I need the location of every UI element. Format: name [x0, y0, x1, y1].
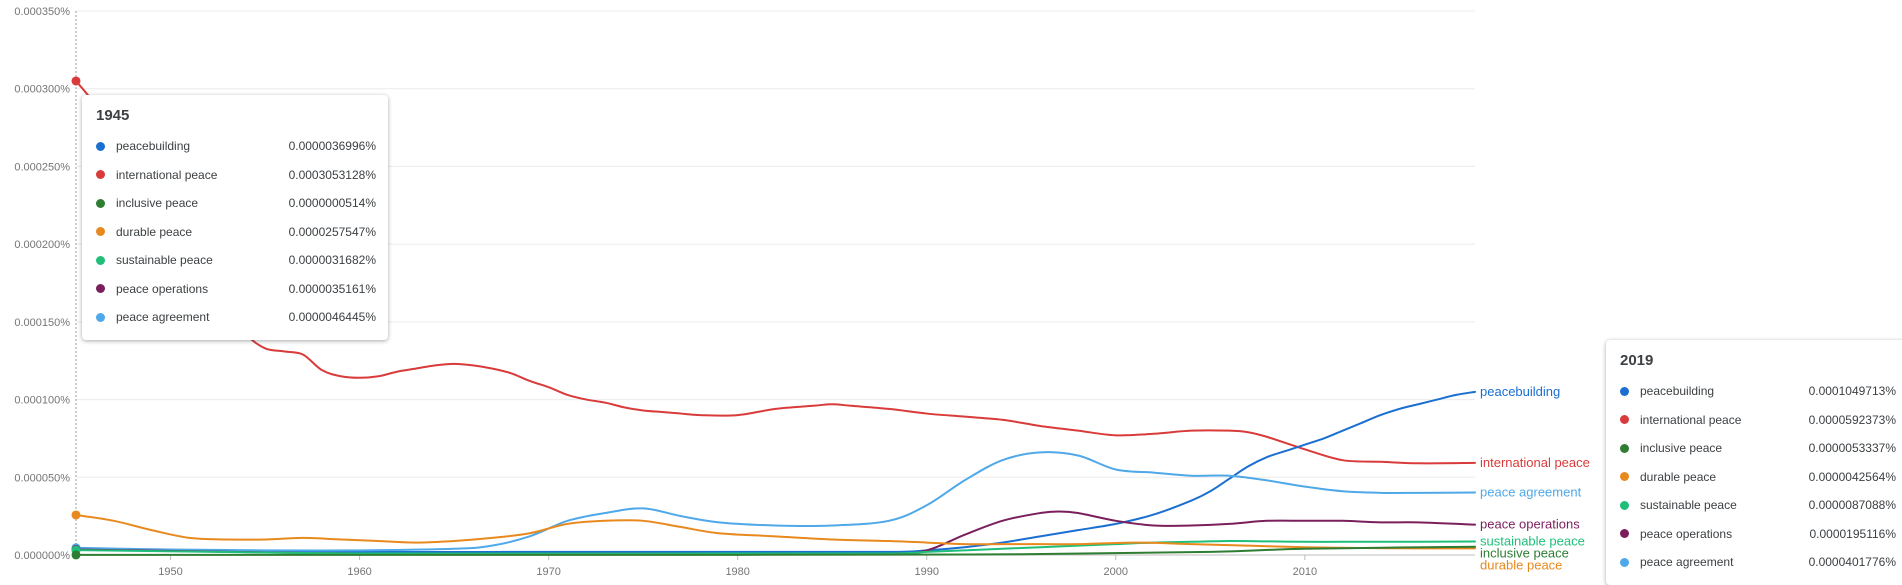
tooltip-series-value: 0.0003053128% [288, 167, 376, 182]
tooltip-row-peace-operations: peace operations 0.0000195116% [1620, 520, 1896, 549]
tooltip-year: 2019 [1620, 352, 1654, 369]
tooltip-series-name: inclusive peace [116, 196, 199, 211]
tooltip-series-name: sustainable peace [116, 253, 213, 268]
tooltip-series-name: peacebuilding [116, 139, 191, 154]
tooltip-row-sustainable-peace: sustainable peace 0.0000031682% [96, 246, 376, 275]
y-tick-label: 0.000350% [14, 6, 70, 18]
series-line-sustainable-peace[interactable] [75, 539, 1476, 555]
series-dot-icon [96, 198, 105, 208]
tooltip-rows: peacebuilding 0.0001049713% international … [1620, 377, 1896, 577]
x-tick-label: 2010 [1293, 566, 1317, 578]
series-line-peace-agreement[interactable] [75, 451, 1476, 552]
tooltip-series-value: 0.0000053337% [1808, 441, 1896, 456]
series-label-peace-operations: peace operations [1480, 517, 1580, 532]
series-label-international-peace: international peace [1480, 455, 1590, 470]
tooltip-row-sustainable-peace: sustainable peace 0.0000087088% [1620, 491, 1896, 520]
series-label-durable-peace: durable peace [1480, 557, 1562, 572]
series-line-international-peace[interactable] [75, 79, 1476, 465]
series-dot-icon [1620, 500, 1629, 510]
tooltip-series-name: peace operations [1640, 526, 1733, 541]
y-tick-label: 0.000200% [14, 239, 70, 251]
tooltip-series-value: 0.0000046445% [288, 310, 376, 325]
series-dot-icon [96, 284, 105, 294]
y-tick-label: 0.000250% [14, 161, 70, 173]
tooltip-series-name: international peace [1640, 412, 1742, 427]
tooltip-row-durable-peace: durable peace 0.0000042564% [1620, 463, 1896, 492]
tooltip-series-value: 0.0000257547% [288, 224, 376, 239]
tooltip-series-value: 0.0000401776% [1808, 555, 1896, 570]
tooltip-2019: 2019 peacebuilding 0.0001049713% internati… [1606, 340, 1902, 585]
tooltip-row-inclusive-peace: inclusive peace 0.0000000514% [96, 189, 376, 218]
series-label-peacebuilding: peacebuilding [1480, 384, 1560, 399]
tooltip-series-value: 0.0000042564% [1808, 469, 1896, 484]
tooltip-row-inclusive-peace: inclusive peace 0.0000053337% [1620, 434, 1896, 463]
tooltip-year: 1945 [96, 107, 130, 124]
tooltip-series-name: durable peace [116, 224, 193, 239]
x-tick-label: 1990 [915, 566, 939, 578]
series-dot-icon [96, 312, 105, 322]
tooltip-series-name: peace agreement [1640, 555, 1734, 570]
tooltip-row-peace-agreement: peace agreement 0.0000046445% [96, 303, 376, 332]
tooltip-series-value: 0.0001049713% [1808, 384, 1896, 399]
hover-point-inclusive-peace [71, 550, 81, 560]
series-dot-icon [1620, 472, 1629, 482]
tooltip-series-value: 0.0000592373% [1808, 412, 1896, 427]
tooltip-series-value: 0.0000031682% [288, 253, 376, 268]
y-tick-label: 0.000300% [14, 84, 70, 96]
x-tick-label: 1960 [347, 566, 371, 578]
tooltip-series-value: 0.0000000514% [288, 196, 376, 211]
y-tick-label: 0.000000% [14, 550, 70, 562]
series-dot-icon [96, 170, 105, 180]
y-axis: 0.000000% 0.000050% 0.000100% 0.000150% 0.00… [14, 6, 70, 562]
series-line-inclusive-peace[interactable] [75, 545, 1476, 556]
tooltip-row-peace-operations: peace operations 0.0000035161% [96, 275, 376, 304]
series-dot-icon [1620, 557, 1629, 567]
series-line-peacebuilding[interactable] [75, 390, 1476, 554]
x-axis: 1950 1960 1970 1980 1990 2000 2010 [158, 555, 1317, 578]
series-line-peace-operations[interactable] [75, 510, 1476, 555]
y-tick-label: 0.000100% [14, 395, 70, 407]
series-label-inclusive-peace: inclusive peace [1480, 545, 1569, 560]
tooltip-series-name: sustainable peace [1640, 498, 1737, 513]
tooltip-row-peacebuilding: peacebuilding 0.0001049713% [1620, 377, 1896, 406]
series-dot-icon [1620, 415, 1629, 425]
tooltip-1945: 1945 peacebuilding 0.0000036996% internati… [82, 95, 388, 340]
tooltip-row-international-peace: international peace 0.0000592373% [1620, 406, 1896, 435]
tooltip-series-value: 0.0000087088% [1808, 498, 1896, 513]
tooltip-series-name: durable peace [1640, 469, 1717, 484]
series-line-durable-peace[interactable] [75, 513, 1476, 550]
series-labels: international peace peacebuilding peace ag… [1480, 384, 1590, 573]
tooltip-series-value: 0.0000035161% [288, 281, 376, 296]
x-tick-label: 1970 [536, 566, 560, 578]
tooltip-series-value: 0.0000195116% [1809, 526, 1896, 541]
tooltip-row-peacebuilding: peacebuilding 0.0000036996% [96, 132, 376, 161]
tooltip-row-international-peace: international peace 0.0003053128% [96, 161, 376, 190]
x-tick-label: 1980 [725, 566, 749, 578]
tooltip-row-durable-peace: durable peace 0.0000257547% [96, 218, 376, 247]
hover-point-international-peace [71, 76, 81, 86]
x-tick-label: 2000 [1104, 566, 1128, 578]
series-dot-icon [96, 227, 105, 237]
series-lines [75, 79, 1476, 556]
y-tick-label: 0.000150% [14, 317, 70, 329]
series-dot-icon [1620, 386, 1629, 396]
series-dot-icon [96, 255, 105, 265]
tooltip-series-name: peacebuilding [1640, 384, 1715, 399]
hover-point-durable-peace [71, 510, 81, 520]
series-dot-icon [1620, 443, 1629, 453]
series-dot-icon [96, 141, 105, 151]
tooltip-series-name: peace agreement [116, 310, 210, 325]
x-tick-label: 1950 [158, 566, 182, 578]
tooltip-series-name: inclusive peace [1640, 441, 1723, 456]
series-label-peace-agreement: peace agreement [1480, 485, 1582, 500]
series-dot-icon [1620, 529, 1629, 539]
tooltip-series-value: 0.0000036996% [288, 139, 376, 154]
y-tick-label: 0.000050% [14, 472, 70, 484]
hover-markers [71, 76, 81, 560]
tooltip-rows: peacebuilding 0.0000036996% international … [96, 132, 376, 332]
tooltip-row-peace-agreement: peace agreement 0.0000401776% [1620, 548, 1896, 577]
series-label-sustainable-peace: sustainable peace [1480, 533, 1585, 548]
tooltip-series-name: international peace [116, 167, 218, 182]
tooltip-series-name: peace operations [116, 281, 209, 296]
